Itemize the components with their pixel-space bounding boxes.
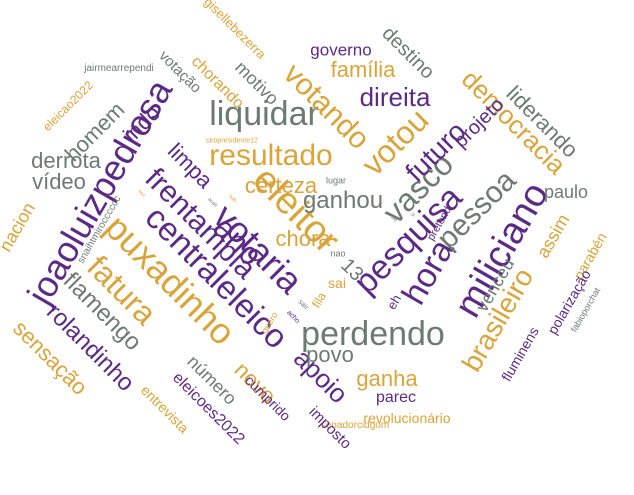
word: sai [328,275,346,291]
word: chora [275,226,331,251]
word: certeza [244,173,318,198]
word: parec [375,389,417,406]
word: vídeo [32,169,86,194]
word: revolucionário [363,410,451,426]
word: ganhou [302,187,384,214]
word: senadorcidgom [320,420,390,431]
word: liquidar [209,95,319,133]
word: acab [206,196,219,209]
word: direita [359,82,431,112]
word: fila [309,289,329,311]
word: nao [330,248,346,259]
word: família [330,57,396,82]
word: gisellebezerra [201,0,269,62]
word: ganha [356,366,418,391]
word: sair [296,298,310,312]
word: paulo [543,182,589,202]
word: derrota [31,148,101,173]
word: perdendo [301,315,445,353]
word: resultado [209,139,333,172]
word: d [411,183,415,191]
word: ciropresidente12 [206,137,258,145]
word: jairmearrependi [84,63,154,74]
word: governo [310,40,372,60]
word: nacion [0,199,39,255]
word: povo [306,342,354,367]
word: lugar [325,175,347,186]
